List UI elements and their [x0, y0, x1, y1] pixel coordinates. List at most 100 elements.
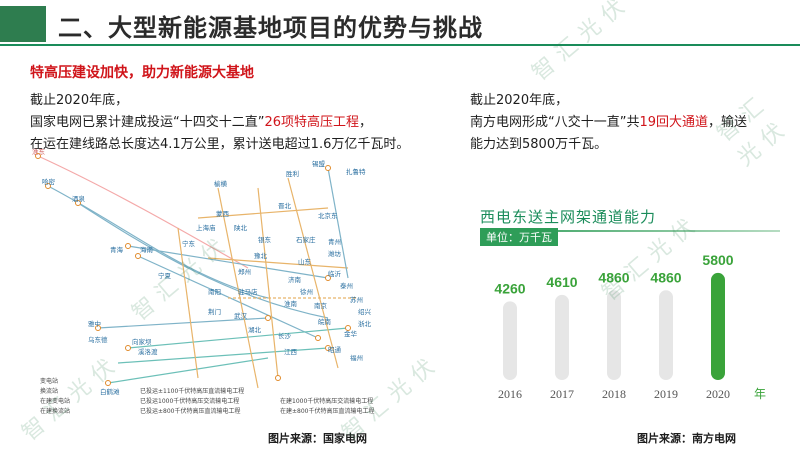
map-label: 南京	[314, 301, 328, 310]
bar-2019	[659, 290, 673, 381]
map-label: 潍坊	[328, 249, 342, 258]
map-label: 淮东	[32, 148, 46, 156]
map-label: 湖北	[248, 325, 262, 334]
map-label: 苏州	[350, 295, 363, 304]
map-label: 晋北	[278, 202, 292, 210]
right-line-2: 南方电网形成“八交十一直”共19回大通道，输送	[470, 112, 790, 134]
x-tick-2016: 2016	[498, 387, 522, 401]
map-label: 雅中	[88, 319, 101, 328]
map-label: 驻马店	[238, 287, 258, 296]
left-paragraph: 截止2020年底， 国家电网已累计建成投运“十四交十二直”26项特高压工程， 在…	[30, 90, 450, 156]
source-left: 图片来源：国家电网	[268, 432, 367, 445]
watermark: 智汇光伏	[712, 89, 796, 172]
map-label: 蒙西	[216, 209, 230, 218]
map-label: 榆横	[214, 179, 228, 188]
map-label: 锡盟	[312, 159, 326, 168]
map-label: 山东	[298, 257, 312, 266]
map-label: 绍兴	[358, 307, 372, 316]
x-tick-2018: 2018	[602, 387, 626, 401]
map-label: 泰州	[340, 281, 353, 290]
left-line-3: 在运在建线路总长度达4.1万公里，累计送电超过1.6万亿千瓦时。	[30, 137, 410, 152]
map-label: 上海庙	[196, 223, 216, 232]
right-line-2-text: 南方电网形成“八交十一直”共	[470, 115, 640, 130]
left-line-2-text: 国家电网已累计建成投运“十四交十二直”	[30, 115, 265, 130]
map-label: 银东	[258, 235, 272, 244]
map-label: 徐州	[300, 287, 313, 296]
map-label: 荆门	[208, 307, 221, 316]
map-label: 济南	[288, 275, 302, 284]
x-axis-suffix: 年	[754, 387, 766, 401]
map-label: 向家坝	[132, 337, 152, 346]
map-label: 郑州	[238, 268, 251, 276]
title-bar: 二、大型新能源基地项目的优势与挑战	[0, 0, 800, 48]
map-labels: 淮东 哈密 酒泉 锡盟 扎鲁特 胜利 榆横 蒙西 北京东 上海庙 陕北 银东 宁…	[32, 148, 372, 396]
value-label-2020: 5800	[702, 252, 733, 268]
left-line-1: 截止2020年底，	[30, 93, 129, 108]
legend-item: 已投运±800千伏特高压直流输电工程	[140, 408, 241, 415]
right-highlight: 19回大通道	[639, 115, 709, 130]
legend-item: 已投运1000千伏特高压交流输电工程	[140, 398, 240, 405]
legend-item: 在建变电站	[40, 398, 71, 405]
map-label: 溪洛渡	[138, 347, 158, 356]
map-label: 南阳	[208, 287, 221, 296]
bar-2017	[555, 294, 569, 381]
map-label: 青海	[110, 245, 124, 254]
map-label: 扎鲁特	[346, 167, 366, 176]
bar-2018	[607, 290, 621, 381]
map-label: 胜利	[286, 169, 299, 178]
section-subtitle: 特高压建设加快，助力新能源大基地	[30, 65, 254, 81]
chart-title-rule	[480, 230, 780, 232]
map-label: 金华	[344, 329, 358, 338]
bar-2020	[711, 272, 725, 381]
map-legend: 变电站 换流站 在建变电站 在建换流站 已投运±1100千伏特高压直流输电工程 …	[40, 376, 440, 424]
map-label: 淮南	[284, 299, 298, 308]
right-line-1: 截止2020年底，	[470, 93, 569, 108]
map-label: 宁夏	[158, 271, 172, 280]
map-label: 昭通	[328, 345, 342, 354]
map-label: 长沙	[278, 331, 292, 340]
source-right: 图片来源：南方电网	[637, 432, 736, 445]
value-label-2016: 4260	[494, 280, 525, 296]
map-label: 石家庄	[296, 235, 316, 244]
legend-item: 变电站	[40, 378, 59, 385]
map-label: 白鹤滩	[100, 387, 120, 396]
title-underline	[0, 44, 800, 46]
legend-item: 在建±800千伏特高压直流输电工程	[280, 408, 375, 415]
uhv-grid-map: 淮东 哈密 酒泉 锡盟 扎鲁特 胜利 榆横 蒙西 北京东 上海庙 陕北 银东 宁…	[32, 148, 372, 396]
left-line-2-end: ，	[359, 115, 373, 130]
right-line-3: 能力达到5800万千瓦。	[470, 137, 608, 152]
legend-item: 已投运±1100千伏特高压直流输电工程	[140, 388, 245, 395]
right-line-2-end: ，输送	[708, 115, 748, 130]
capacity-chart: 西电东送主网架通道能力 单位：万千瓦 4260 2016 4610 2017 4860 2…	[470, 200, 790, 420]
map-label: 宁东	[182, 239, 196, 248]
map-label: 陕北	[234, 223, 248, 232]
chart-unit: 单位：万千瓦	[480, 228, 558, 246]
map-nodes	[35, 153, 351, 386]
legend-item: 换流站	[40, 388, 59, 395]
map-label: 皖南	[318, 317, 332, 326]
map-label: 哈密	[42, 177, 56, 186]
map-label: 福州	[350, 353, 363, 362]
legend-item: 在建换流站	[40, 408, 71, 415]
x-tick-2017: 2017	[550, 387, 574, 401]
map-label: 酒泉	[72, 194, 86, 203]
title-accent-block	[0, 6, 46, 42]
value-label-2018: 4860	[598, 269, 629, 285]
map-label: 武汉	[234, 311, 248, 320]
map-label: 海南	[140, 245, 154, 254]
map-label: 青州	[328, 237, 341, 246]
value-label-2017: 4610	[546, 274, 577, 290]
left-line-2: 国家电网已累计建成投运“十四交十二直”26项特高压工程，	[30, 112, 450, 134]
map-label: 临沂	[328, 269, 342, 278]
left-highlight: 26项特高压工程	[264, 115, 360, 130]
right-paragraph: 截止2020年底， 南方电网形成“八交十一直”共19回大通道，输送 能力达到58…	[470, 90, 790, 156]
map-label: 江西	[284, 348, 298, 356]
page-title: 二、大型新能源基地项目的优势与挑战	[58, 14, 483, 42]
map-label: 浙北	[358, 319, 372, 328]
map-label: 乌东德	[88, 335, 108, 344]
chart-title: 西电东送主网架通道能力	[480, 208, 657, 226]
legend-item: 在建1000千伏特高压交流输电工程	[280, 398, 374, 405]
map-label: 豫北	[254, 251, 268, 260]
bar-2016	[503, 301, 517, 381]
x-tick-2019: 2019	[654, 387, 678, 401]
